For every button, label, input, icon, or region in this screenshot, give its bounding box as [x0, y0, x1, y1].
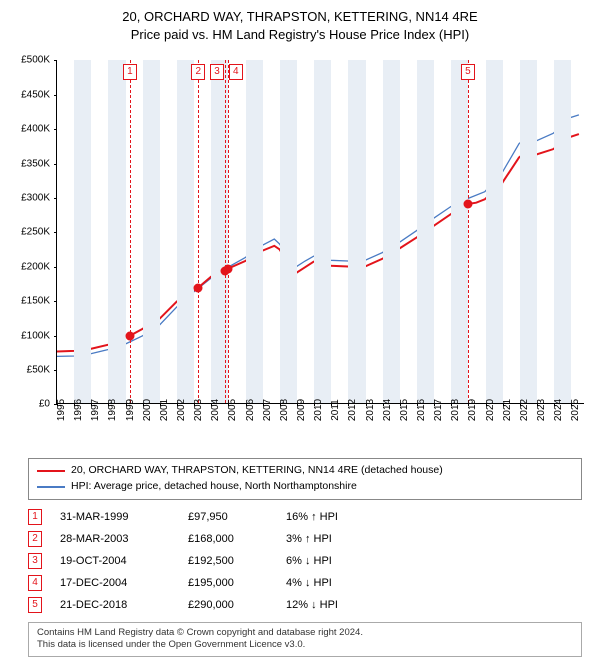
- y-tick-mark: [54, 129, 57, 130]
- sale-marker-line: [228, 60, 229, 403]
- sale-dot: [194, 283, 203, 292]
- footer-note: Contains HM Land Registry data © Crown c…: [28, 622, 582, 657]
- sales-row-num: 1: [28, 509, 42, 525]
- chart-area: £0 £50K £100K £150K £200K £250K £300K £350K £400…: [8, 52, 592, 452]
- title-line-1: 20, ORCHARD WAY, THRAPSTON, KETTERING, N…: [0, 8, 600, 26]
- sale-marker-line: [130, 60, 131, 403]
- y-tick-mark: [54, 164, 57, 165]
- y-tick-label: £300K: [21, 192, 50, 203]
- y-tick-mark: [54, 267, 57, 268]
- sales-row: 1 31-MAR-1999 £97,950 16% ↑ HPI: [28, 506, 582, 528]
- sale-dot: [223, 265, 232, 274]
- sale-marker-flag: 1: [123, 64, 137, 80]
- footer-line-1: Contains HM Land Registry data © Crown c…: [37, 627, 573, 639]
- sale-dot: [463, 199, 472, 208]
- y-tick-label: £100K: [21, 330, 50, 341]
- plot-area: 1 234 5: [56, 60, 584, 404]
- legend-swatch-hpi: [37, 486, 65, 488]
- year-band: [177, 60, 194, 403]
- sales-row: 2 28-MAR-2003 £168,000 3% ↑ HPI: [28, 528, 582, 550]
- year-band: [451, 60, 468, 403]
- y-tick-label: £450K: [21, 89, 50, 100]
- y-tick-mark: [54, 60, 57, 61]
- sale-marker-flag: 4: [229, 64, 243, 80]
- year-band: [417, 60, 434, 403]
- sale-marker-flag: 3: [210, 64, 224, 80]
- sales-row-price: £168,000: [188, 533, 268, 545]
- y-tick-mark: [54, 95, 57, 96]
- legend-row-hpi: HPI: Average price, detached house, Nort…: [37, 479, 573, 495]
- sales-row-date: 28-MAR-2003: [60, 533, 170, 545]
- title-block: 20, ORCHARD WAY, THRAPSTON, KETTERING, N…: [0, 0, 600, 48]
- legend-row-property: 20, ORCHARD WAY, THRAPSTON, KETTERING, N…: [37, 463, 573, 479]
- y-tick-label: £200K: [21, 261, 50, 272]
- legend-label-property: 20, ORCHARD WAY, THRAPSTON, KETTERING, N…: [71, 463, 443, 479]
- sales-row-date: 31-MAR-1999: [60, 511, 170, 523]
- sales-row-price: £192,500: [188, 555, 268, 567]
- sales-row-price: £97,950: [188, 511, 268, 523]
- chart-container: 20, ORCHARD WAY, THRAPSTON, KETTERING, N…: [0, 0, 600, 657]
- sale-marker-flag: 2: [191, 64, 205, 80]
- y-tick-label: £50K: [27, 364, 50, 375]
- y-tick-label: £500K: [21, 55, 50, 66]
- sale-dot: [125, 332, 134, 341]
- sales-row-date: 19-OCT-2004: [60, 555, 170, 567]
- sale-marker-line: [468, 60, 469, 403]
- y-tick-label: £250K: [21, 227, 50, 238]
- year-band: [74, 60, 91, 403]
- title-line-2: Price paid vs. HM Land Registry's House …: [0, 26, 600, 44]
- sales-row-num: 2: [28, 531, 42, 547]
- sales-row-diff: 16% ↑ HPI: [286, 511, 376, 523]
- sales-table: 1 31-MAR-1999 £97,950 16% ↑ HPI 2 28-MAR-2003…: [28, 506, 582, 616]
- sale-marker-flag: 5: [461, 64, 475, 80]
- x-tick-label: 2025: [570, 399, 600, 421]
- year-band: [108, 60, 125, 403]
- legend-label-hpi: HPI: Average price, detached house, Nort…: [71, 479, 357, 495]
- y-tick-mark: [54, 232, 57, 233]
- sale-marker-line: [225, 60, 226, 403]
- y-tick-mark: [54, 301, 57, 302]
- sales-row-price: £290,000: [188, 599, 268, 611]
- year-band: [383, 60, 400, 403]
- sales-row-date: 21-DEC-2018: [60, 599, 170, 611]
- sales-row-num: 4: [28, 575, 42, 591]
- year-band: [280, 60, 297, 403]
- sales-row-num: 3: [28, 553, 42, 569]
- legend-box: 20, ORCHARD WAY, THRAPSTON, KETTERING, N…: [28, 458, 582, 500]
- x-axis: 1995199619971998199920002001200220032004…: [56, 406, 584, 452]
- legend-swatch-property: [37, 470, 65, 472]
- y-tick-mark: [54, 198, 57, 199]
- year-band: [486, 60, 503, 403]
- y-tick-mark: [54, 336, 57, 337]
- y-tick-label: £400K: [21, 124, 50, 135]
- sales-row-num: 5: [28, 597, 42, 613]
- sales-row-diff: 12% ↓ HPI: [286, 599, 376, 611]
- sales-row-price: £195,000: [188, 577, 268, 589]
- y-tick-mark: [54, 370, 57, 371]
- year-band: [520, 60, 537, 403]
- sales-row-diff: 6% ↓ HPI: [286, 555, 376, 567]
- y-tick-label: £0: [39, 399, 50, 410]
- y-axis: £0£50K£100K£150K£200K£250K£300K£350K£400…: [8, 60, 54, 404]
- sales-row: 4 17-DEC-2004 £195,000 4% ↓ HPI: [28, 572, 582, 594]
- year-band: [143, 60, 160, 403]
- sale-marker-line: [198, 60, 199, 403]
- sales-row: 5 21-DEC-2018 £290,000 12% ↓ HPI: [28, 594, 582, 616]
- year-band: [554, 60, 571, 403]
- sales-row-date: 17-DEC-2004: [60, 577, 170, 589]
- year-band: [314, 60, 331, 403]
- sales-row-diff: 4% ↓ HPI: [286, 577, 376, 589]
- y-tick-label: £350K: [21, 158, 50, 169]
- y-tick-label: £150K: [21, 296, 50, 307]
- year-band: [246, 60, 263, 403]
- sales-row-diff: 3% ↑ HPI: [286, 533, 376, 545]
- sales-row: 3 19-OCT-2004 £192,500 6% ↓ HPI: [28, 550, 582, 572]
- year-band: [348, 60, 365, 403]
